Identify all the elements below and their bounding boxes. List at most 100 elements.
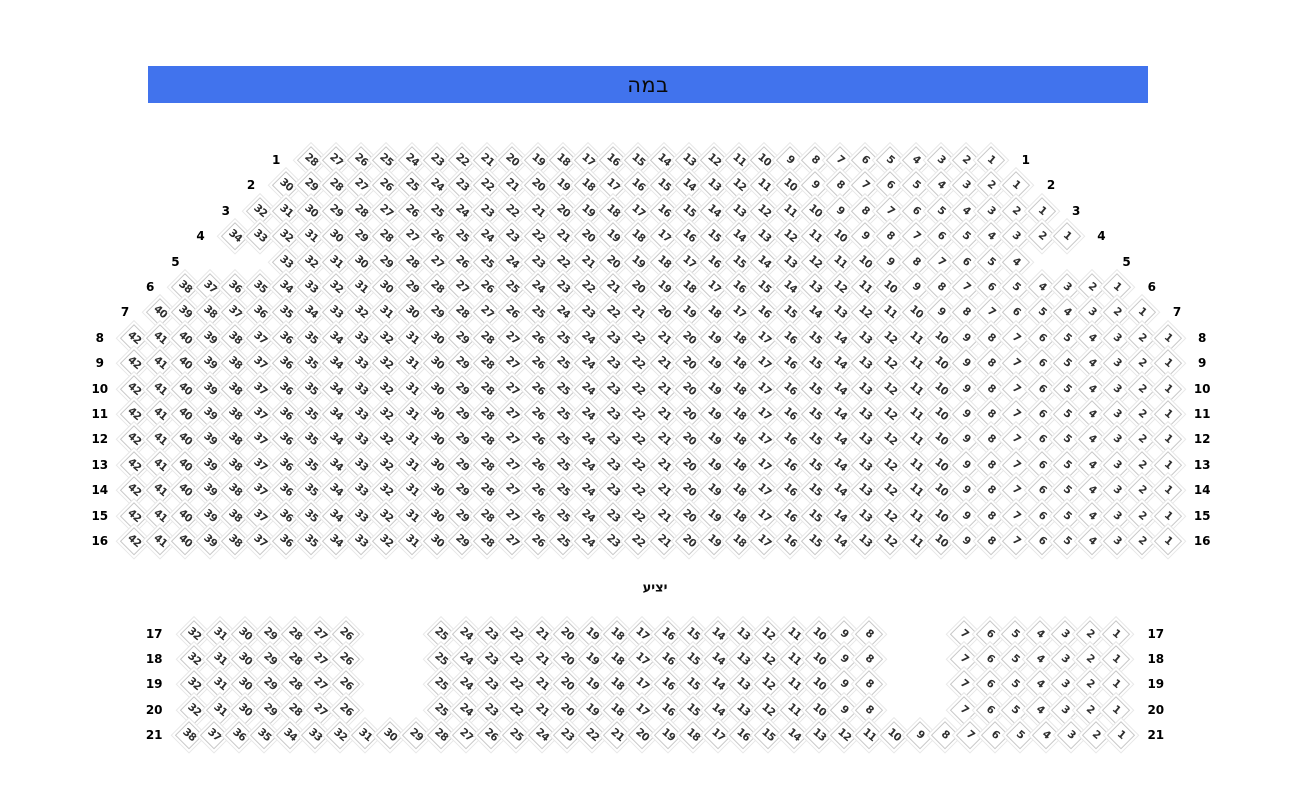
seat[interactable]: 26 (523, 349, 552, 378)
seat[interactable]: 14 (704, 645, 732, 674)
seat[interactable]: 34 (322, 374, 350, 403)
seat[interactable]: 10 (750, 146, 779, 174)
seat[interactable]: 21 (527, 620, 556, 648)
seat[interactable]: 7 (1002, 501, 1031, 530)
seat[interactable]: 22 (548, 247, 577, 276)
seat[interactable]: 36 (271, 501, 300, 530)
seat[interactable]: 35 (296, 349, 325, 378)
seat[interactable]: 19 (599, 222, 628, 251)
seat[interactable]: 5 (1052, 349, 1081, 378)
seat[interactable]: 20 (674, 425, 703, 454)
seat[interactable]: 18 (725, 425, 754, 454)
seat[interactable]: 1 (1153, 501, 1182, 530)
seat[interactable]: 5 (1000, 620, 1029, 648)
seat[interactable]: 13 (725, 196, 754, 225)
seat[interactable]: 28 (448, 298, 476, 327)
seat[interactable]: 41 (145, 476, 174, 505)
seat[interactable]: 23 (552, 720, 581, 749)
seat[interactable]: 19 (700, 349, 728, 378)
seat[interactable]: 18 (548, 146, 577, 174)
seat[interactable]: 31 (205, 695, 234, 724)
seat[interactable]: 35 (296, 501, 325, 530)
seat[interactable]: 24 (548, 298, 577, 327)
seat[interactable]: 9 (830, 670, 858, 699)
seat[interactable]: 21 (624, 298, 653, 327)
seat[interactable]: 26 (448, 247, 476, 276)
seat[interactable]: 11 (901, 374, 930, 403)
seat[interactable]: 17 (750, 476, 779, 505)
seat[interactable]: 30 (322, 222, 350, 251)
seat[interactable]: 28 (281, 620, 310, 648)
seat[interactable]: 11 (851, 273, 880, 301)
seat[interactable]: 23 (477, 670, 506, 699)
seat[interactable]: 8 (952, 298, 980, 327)
seat[interactable]: 14 (649, 146, 678, 174)
seat[interactable]: 34 (221, 222, 250, 251)
seat[interactable]: 20 (674, 374, 703, 403)
seat[interactable]: 12 (754, 695, 783, 724)
seat[interactable]: 30 (422, 400, 451, 428)
seat[interactable]: 15 (750, 273, 779, 301)
seat[interactable]: 9 (952, 349, 980, 378)
seat[interactable]: 20 (574, 222, 602, 251)
seat[interactable]: 12 (876, 425, 905, 454)
seat[interactable]: 9 (905, 720, 934, 749)
seat[interactable]: 14 (725, 222, 754, 251)
seat[interactable]: 16 (624, 171, 653, 200)
seat[interactable]: 14 (826, 400, 854, 428)
seat[interactable]: 37 (221, 298, 250, 327)
seat[interactable]: 29 (256, 620, 284, 648)
seat[interactable]: 15 (678, 670, 707, 699)
seat[interactable]: 17 (674, 247, 703, 276)
seat[interactable]: 23 (523, 247, 552, 276)
seat[interactable]: 7 (950, 620, 979, 648)
seat[interactable]: 14 (704, 695, 732, 724)
seat[interactable]: 21 (649, 501, 678, 530)
seat[interactable]: 22 (502, 620, 531, 648)
seat[interactable]: 38 (221, 476, 250, 505)
seat[interactable]: 3 (1056, 720, 1085, 749)
seat[interactable]: 4 (1002, 247, 1031, 276)
seat[interactable]: 9 (826, 196, 854, 225)
seat[interactable]: 7 (1002, 323, 1031, 352)
seat[interactable]: 17 (574, 146, 602, 174)
seat[interactable]: 24 (448, 196, 476, 225)
seat[interactable]: 1 (1002, 171, 1031, 200)
seat[interactable]: 26 (347, 146, 376, 174)
seat[interactable]: 22 (473, 171, 502, 200)
seat[interactable]: 21 (574, 247, 602, 276)
seat[interactable]: 4 (952, 196, 980, 225)
seat[interactable]: 26 (372, 171, 401, 200)
seat[interactable]: 22 (574, 273, 602, 301)
seat[interactable]: 28 (426, 720, 455, 749)
seat[interactable]: 2 (1128, 400, 1157, 428)
seat[interactable]: 22 (624, 501, 653, 530)
seat[interactable]: 8 (855, 620, 884, 648)
seat[interactable]: 20 (552, 645, 581, 674)
seat[interactable]: 17 (628, 620, 657, 648)
seat[interactable]: 1 (1101, 620, 1130, 648)
seat[interactable]: 10 (926, 349, 955, 378)
seat[interactable]: 15 (700, 222, 728, 251)
seat[interactable]: 32 (180, 620, 209, 648)
seat[interactable]: 32 (372, 323, 401, 352)
seat[interactable]: 25 (498, 273, 527, 301)
seat[interactable]: 39 (196, 374, 224, 403)
seat[interactable]: 4 (1052, 298, 1081, 327)
seat[interactable]: 15 (800, 527, 829, 555)
seat[interactable]: 30 (422, 374, 451, 403)
seat[interactable]: 14 (826, 450, 854, 479)
seat[interactable]: 8 (901, 247, 930, 276)
seat[interactable]: 40 (170, 527, 199, 555)
seat[interactable]: 8 (930, 720, 959, 749)
seat[interactable]: 21 (473, 146, 502, 174)
seat[interactable]: 3 (1103, 349, 1132, 378)
seat[interactable]: 25 (448, 222, 476, 251)
seat[interactable]: 41 (145, 374, 174, 403)
seat[interactable]: 2 (1128, 501, 1157, 530)
seat[interactable]: 27 (498, 374, 527, 403)
seat[interactable]: 8 (977, 349, 1006, 378)
seat[interactable]: 2 (952, 146, 980, 174)
seat[interactable]: 13 (851, 450, 880, 479)
seat[interactable]: 42 (120, 425, 149, 454)
